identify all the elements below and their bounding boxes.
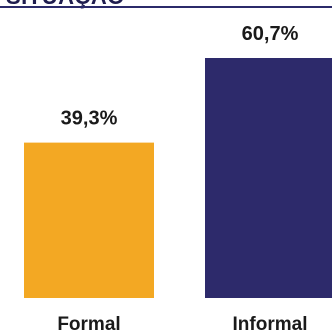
- bar-formal: [24, 142, 154, 298]
- bar-informal: [205, 58, 332, 298]
- category-label-formal: Formal: [57, 314, 120, 333]
- chart-section-title: SITUAÇÃO: [6, 0, 125, 10]
- category-label-informal: Informal: [233, 314, 308, 333]
- header-divider: [0, 6, 332, 8]
- value-label-informal: 60,7%: [242, 23, 299, 45]
- value-label-formal: 39,3%: [61, 108, 118, 130]
